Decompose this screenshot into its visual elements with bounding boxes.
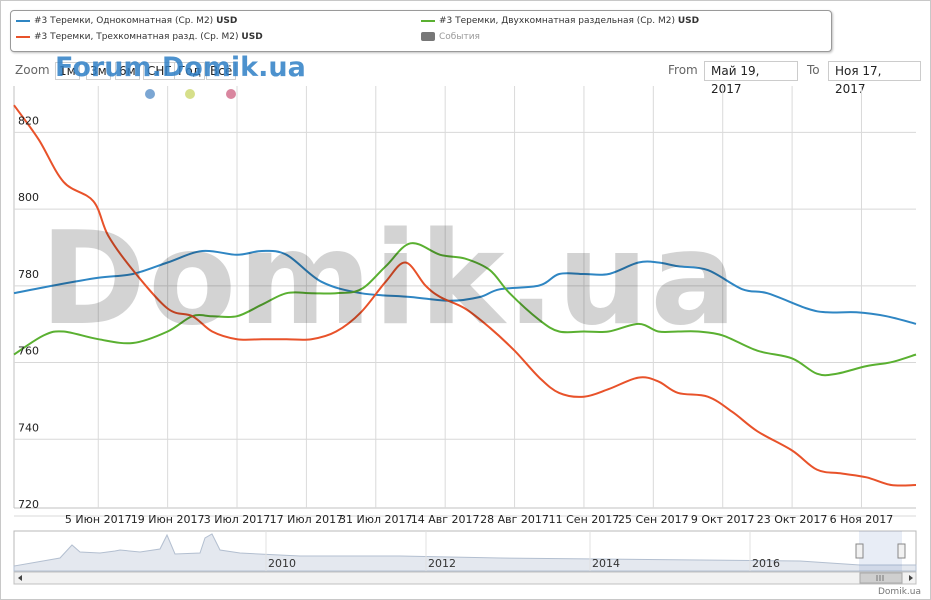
- x-tick-label: 9 Окт 2017: [691, 513, 755, 526]
- legend: #3 Теремки, Однокомнатная (Ср. М2) USD #…: [10, 10, 832, 52]
- legend-label: События: [439, 32, 480, 42]
- legend-unit: USD: [216, 16, 238, 26]
- zoom-3m-button[interactable]: 3м: [86, 62, 111, 80]
- y-tick-label: 780: [18, 268, 39, 281]
- legend-swatch: [421, 19, 435, 22]
- domik-watermark: Domik.ua: [40, 205, 739, 354]
- zoom-1m-button[interactable]: 1м: [55, 62, 80, 80]
- zoom-label: Zoom: [15, 63, 50, 77]
- scrollbar-track: [13, 571, 917, 585]
- navigator-selection: [859, 531, 902, 571]
- x-tick-label: 3 Июл 2017: [204, 513, 271, 526]
- credit-text: Domik.ua: [878, 587, 921, 597]
- scroll-left-arrow-icon[interactable]: [18, 575, 22, 581]
- navigator-year-label: 2014: [592, 557, 620, 570]
- scrollbar-thumb[interactable]: [859, 572, 903, 584]
- x-tick-label: 17 Июл 2017: [270, 513, 344, 526]
- legend-label: #3 Теремки, Двухкомнатная раздельная (Ср…: [439, 16, 675, 26]
- navigator-area: [13, 533, 917, 572]
- scroll-right-arrow-icon[interactable]: [909, 575, 913, 581]
- three-room-series-line: [13, 104, 917, 487]
- from-label: From: [668, 63, 698, 77]
- navigator-handle[interactable]: [897, 543, 906, 559]
- navigator-handle[interactable]: [855, 543, 864, 559]
- zoom-year-button[interactable]: Год: [174, 62, 205, 80]
- y-tick-label: 740: [18, 421, 39, 434]
- event-marker[interactable]: [185, 89, 195, 99]
- x-tick-label: 14 Авг 2017: [411, 513, 480, 526]
- forum-watermark: Forum.Domik.ua: [55, 52, 306, 83]
- y-tick-label: 800: [18, 191, 39, 204]
- zoom-6m-button[interactable]: 6м: [115, 62, 140, 80]
- x-tick-label: 25 Сен 2017: [618, 513, 689, 526]
- legend-unit: USD: [241, 32, 263, 42]
- two-room-series-line: [13, 242, 917, 377]
- legend-swatch: [16, 35, 30, 38]
- legend-label: #3 Теремки, Однокомнатная (Ср. М2): [34, 16, 214, 26]
- legend-swatch: [16, 19, 30, 22]
- legend-item-events[interactable]: События: [421, 32, 480, 42]
- y-tick-label: 760: [18, 345, 39, 358]
- y-tick-label: 820: [18, 114, 39, 127]
- x-tick-label: 5 Июн 2017: [65, 513, 132, 526]
- x-tick-label: 28 Авг 2017: [480, 513, 549, 526]
- to-date-input[interactable]: Ноя 17, 2017: [828, 61, 921, 96]
- legend-label: #3 Теремки, Трехкомнатная разд. (Ср. М2): [34, 32, 239, 42]
- x-tick-label: 19 Июн 2017: [131, 513, 205, 526]
- event-marker[interactable]: [145, 89, 155, 99]
- x-tick-label: 6 Ноя 2017: [830, 513, 894, 526]
- navigator-year-label: 2010: [268, 557, 296, 570]
- navigator-year-label: 2012: [428, 557, 456, 570]
- from-date-input[interactable]: Май 19, 2017: [704, 61, 798, 96]
- legend-item-three-room[interactable]: #3 Теремки, Трехкомнатная разд. (Ср. М2)…: [16, 32, 263, 42]
- one-room-series-line: [13, 249, 917, 325]
- y-tick-label: 720: [18, 498, 39, 511]
- legend-swatch: [421, 32, 435, 41]
- to-label: To: [807, 63, 820, 77]
- legend-unit: USD: [677, 16, 700, 26]
- legend-item-two-room[interactable]: #3 Теремки, Двухкомнатная раздельная (Ср…: [421, 16, 699, 26]
- zoom-all-button[interactable]: Всё: [206, 62, 237, 80]
- navigator-year-label: 2016: [752, 557, 780, 570]
- legend-item-one-room[interactable]: #3 Теремки, Однокомнатная (Ср. М2) USD: [16, 16, 237, 26]
- x-tick-label: 11 Сен 2017: [549, 513, 620, 526]
- zoom-ytd-button[interactable]: СНГ: [143, 62, 176, 80]
- x-tick-label: 23 Окт 2017: [757, 513, 828, 526]
- x-tick-label: 31 Июл 2017: [339, 513, 413, 526]
- event-marker[interactable]: [226, 89, 236, 99]
